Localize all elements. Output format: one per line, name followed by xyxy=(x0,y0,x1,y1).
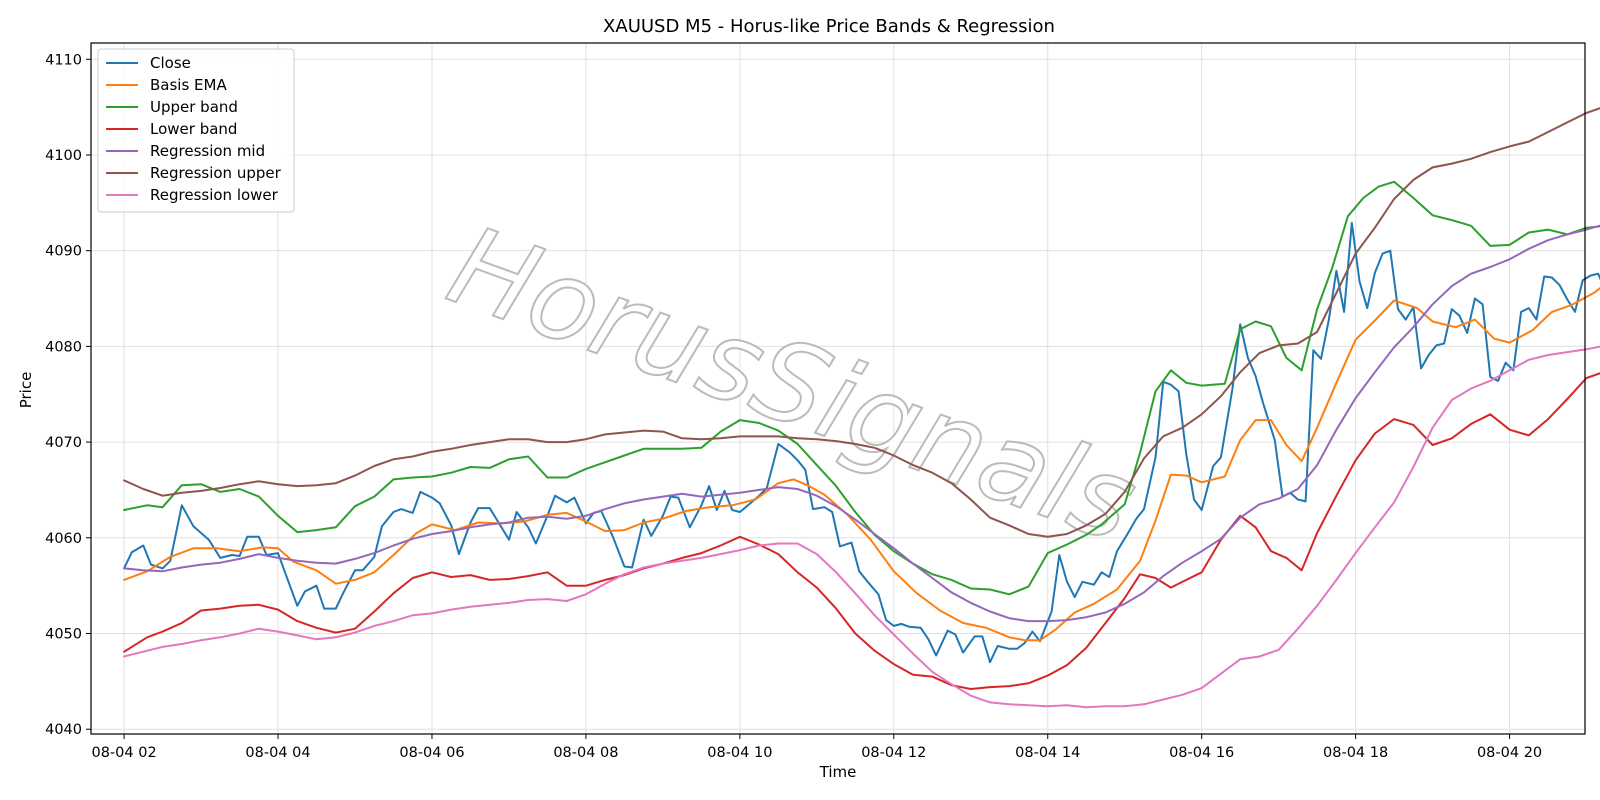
legend-label: Regression upper xyxy=(150,164,282,182)
x-tick-label: 08-04 20 xyxy=(1477,745,1542,761)
legend-box xyxy=(97,48,295,213)
legend-label: Close xyxy=(150,54,191,72)
x-tick-label: 08-04 06 xyxy=(399,745,464,761)
y-tick-label: 4080 xyxy=(45,339,82,355)
x-tick-label: 08-04 12 xyxy=(861,745,926,761)
x-tick-label: 08-04 18 xyxy=(1323,745,1388,761)
y-tick-label: 4050 xyxy=(45,627,82,643)
x-axis-label: Time xyxy=(819,763,857,781)
plot-frame xyxy=(90,42,1586,735)
x-tick-label: 08-04 04 xyxy=(245,745,310,761)
x-axis: 08-04 02 08-04 04 08-04 06 08-04 08 08-04 10… xyxy=(91,734,1542,761)
legend-label: Lower band xyxy=(150,120,237,138)
series-line-lower-band xyxy=(123,372,1600,690)
y-tick-label: 4110 xyxy=(45,52,82,68)
series-line-basis-ema xyxy=(123,286,1600,642)
y-tick-label: 4040 xyxy=(45,722,82,738)
x-tick-label: 08-04 02 xyxy=(91,745,156,761)
legend-label: Regression mid xyxy=(150,142,265,160)
y-tick-label: 4070 xyxy=(45,435,82,451)
x-tick-label: 08-04 08 xyxy=(553,745,618,761)
y-tick-label: 4060 xyxy=(45,531,82,547)
legend-label: Regression lower xyxy=(150,186,279,204)
legend-label: Basis EMA xyxy=(150,76,227,94)
series-line-close xyxy=(123,221,1600,664)
y-tick-label: 4100 xyxy=(45,148,82,164)
plot-lines xyxy=(123,107,1600,709)
x-tick-label: 08-04 16 xyxy=(1169,745,1234,761)
x-tick-label: 08-04 14 xyxy=(1015,745,1080,761)
y-axis-label: Price xyxy=(17,372,35,409)
series-line-upper-band xyxy=(123,180,1600,596)
legend-label: Upper band xyxy=(150,98,238,116)
series-line-regression-mid xyxy=(123,224,1600,623)
x-tick-label: 08-04 10 xyxy=(707,745,772,761)
chart-title: XAUUSD M5 - Horus-like Price Bands & Reg… xyxy=(603,16,1055,37)
y-tick-label: 4090 xyxy=(45,244,82,260)
y-axis: 4040 4050 4060 4070 4080 4090 4100 4110 xyxy=(45,52,91,738)
series-line-regression-lower xyxy=(123,345,1600,709)
series-line-regression-upper xyxy=(123,107,1600,538)
legend: Close Basis EMA Upper band Lower band Regres… xyxy=(97,48,295,213)
